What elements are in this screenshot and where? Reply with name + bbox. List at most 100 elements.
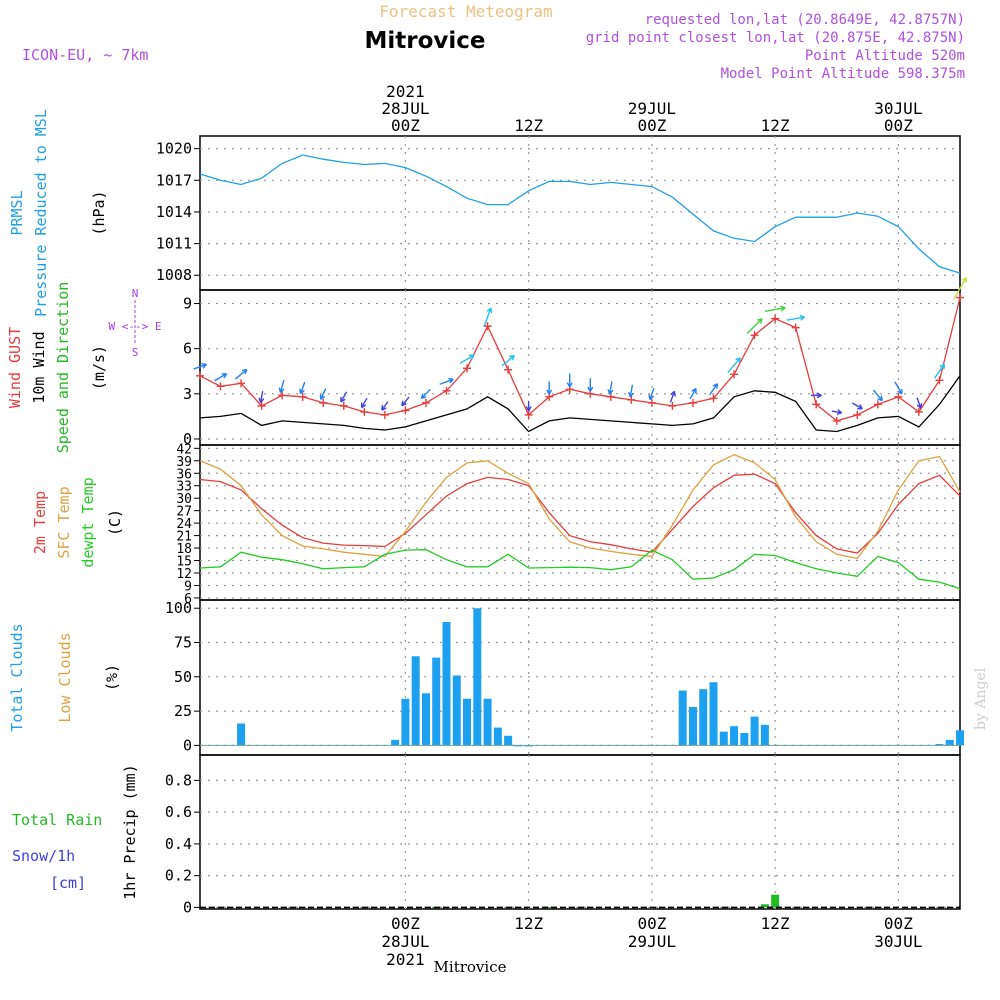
wind-direction-arrowhead <box>546 389 553 395</box>
bar-total-clouds <box>483 698 492 746</box>
wind-direction-arrow <box>259 391 264 403</box>
wind-direction-arrow <box>609 381 613 395</box>
bar-total-clouds <box>699 689 708 746</box>
wind-direction-arrow <box>320 388 327 400</box>
gust-point-marker <box>771 314 780 323</box>
y-tick-label: 1020 <box>156 140 192 158</box>
wind-direction-arrowhead <box>241 368 248 375</box>
wind-direction-arrow <box>727 357 741 374</box>
super-title: Forecast Meteogram <box>379 2 552 21</box>
bar-total-clouds <box>678 690 687 746</box>
gust-point-marker <box>750 331 759 340</box>
wind-direction-arrowhead <box>607 389 614 395</box>
bar-total-clouds <box>709 682 718 746</box>
wind-direction-arrowhead <box>816 392 822 399</box>
y-tick-label: 3 <box>183 385 192 403</box>
bar-total-clouds <box>935 744 944 746</box>
gust-point-marker <box>463 364 472 373</box>
bar-total-clouds <box>237 723 246 746</box>
series-line-prmsl <box>199 154 961 274</box>
y-axis-label: dewpt Temp <box>79 477 97 567</box>
wind-direction-arrow <box>279 379 285 393</box>
wind-direction-arrowhead <box>299 388 305 395</box>
wind-direction-arrow <box>420 388 431 399</box>
wind-direction-arrowhead <box>468 354 475 360</box>
bar-total-clouds <box>421 693 430 746</box>
top-time-label: 00Z <box>391 116 420 135</box>
wind-direction-arrowhead <box>735 357 741 363</box>
wind-direction-arrow <box>786 316 805 321</box>
y-tick-label: 1014 <box>156 203 192 221</box>
y-tick-label: 1008 <box>156 266 192 284</box>
wind-direction-arrow <box>299 381 306 394</box>
gust-point-marker <box>894 392 903 401</box>
top-time-label: 00Z <box>884 116 913 135</box>
gust-point-marker <box>380 410 389 419</box>
bottom-time-label: 00Z <box>391 914 420 933</box>
wind-direction-arrow <box>746 318 763 334</box>
wind-direction-arrowhead <box>780 305 786 312</box>
wind-direction-arrow <box>361 397 368 408</box>
wind-direction-arrowhead <box>420 393 427 400</box>
top-time-label: 12Z <box>514 116 543 135</box>
bar-total-clouds <box>719 731 728 746</box>
y-tick-label: 36 <box>176 467 192 482</box>
wind-direction-arrowhead <box>340 396 346 403</box>
wind-direction-arrow <box>872 389 883 401</box>
y-axis-unit: (%) <box>103 664 121 691</box>
gust-point-marker <box>627 395 636 404</box>
y-tick-label: 0.2 <box>165 867 192 885</box>
y-axis-label: Speed and Direction <box>54 282 72 454</box>
wind-direction-arrow <box>831 410 842 414</box>
y-tick-label: 75 <box>174 634 192 652</box>
bar-total-clouds <box>955 730 965 746</box>
bottom-time-label: 29JUL <box>628 932 676 951</box>
wind-direction-arrowhead <box>360 402 367 409</box>
bar-total-clouds <box>411 656 420 746</box>
wind-direction-arrowhead <box>381 405 387 411</box>
wind-direction-arrow <box>193 363 207 370</box>
bar-total-clouds <box>504 735 513 746</box>
gust-point-marker <box>278 391 287 400</box>
wind-direction-arrow <box>401 396 410 407</box>
y-tick-label: 0 <box>183 736 192 754</box>
wind-direction-arrow <box>381 401 389 411</box>
gust-point-marker <box>873 400 882 409</box>
y-tick-label: 42 <box>176 442 192 457</box>
top-time-label: 2021 <box>386 82 425 101</box>
panel-frame <box>199 754 961 910</box>
y-tick-label: 6 <box>183 340 192 358</box>
wind-direction-arrowhead <box>939 363 946 370</box>
bottom-time-label: 30JUL <box>874 932 922 951</box>
y-axis-label: Pressure Reduced to MSL <box>32 109 50 317</box>
y-axis-unit: 1hr Precip (mm) <box>121 764 139 899</box>
panel-prmsl-pressure-reduced-to-msl: 1008 1011 1014 1017 1020 PRMSL Pressure Reduce… <box>8 109 961 317</box>
bottom-time-label: 00Z <box>884 914 913 933</box>
panel-precipitation: 0 0.2 0.4 0.6 0.8 Total Rain Snow/1h [cm] 1hr Pr… <box>12 754 961 916</box>
bottom-time-label: 00Z <box>637 914 666 933</box>
wind-direction-arrowhead <box>628 391 634 398</box>
bottom-time-label: 2021 <box>386 950 425 969</box>
wind-direction-arrow <box>916 397 922 409</box>
wind-direction-arrow <box>629 384 634 398</box>
y-tick-label: 100 <box>165 599 192 617</box>
gust-point-marker <box>421 398 430 407</box>
time-axis-labels: 202128JUL00Z12Z29JUL00Z12Z30JUL00Z12Z00Z… <box>381 82 922 969</box>
wind-direction-arrowhead <box>486 307 493 314</box>
compass-south: S <box>132 346 139 359</box>
wind-direction-arrowhead <box>877 395 883 402</box>
bar-total-rain <box>771 894 780 908</box>
y-tick-label: 39 <box>176 455 192 470</box>
grid-point-coords: grid point closest lon,lat (20.875E, 42.… <box>586 30 965 46</box>
gust-point-marker <box>524 410 533 419</box>
bar-total-clouds <box>442 621 451 746</box>
y-tick-label: 9 <box>183 295 192 313</box>
gust-point-marker <box>319 398 328 407</box>
wind-direction-arrowhead <box>509 354 515 361</box>
bar-total-rain <box>545 906 554 908</box>
gust-point-marker <box>216 382 225 391</box>
series-line-10m-wind <box>199 375 961 433</box>
wind-direction-arrowhead <box>566 382 573 388</box>
wind-direction-arrow <box>649 387 655 400</box>
location-title: Mitrovice <box>364 28 485 54</box>
